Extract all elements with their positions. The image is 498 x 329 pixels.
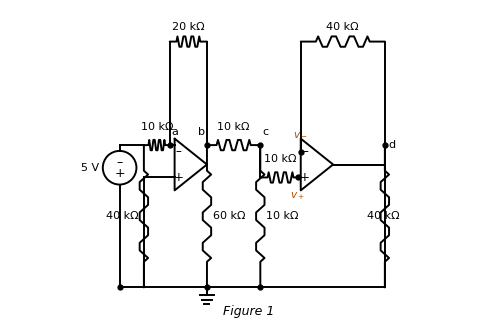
Text: +: + [174,171,184,184]
Text: d: d [389,140,396,150]
Text: +: + [115,167,125,180]
Text: –: – [176,145,182,158]
Text: 40 kΩ: 40 kΩ [327,22,359,32]
Text: +: + [300,171,310,184]
Text: 10 kΩ: 10 kΩ [140,122,173,132]
Text: 40 kΩ: 40 kΩ [367,211,400,221]
Text: 20 kΩ: 20 kΩ [172,22,205,32]
Text: 60 kΩ: 60 kΩ [213,211,246,221]
Text: 10 kΩ: 10 kΩ [264,155,297,164]
Text: $v_-$: $v_-$ [293,129,308,139]
Text: $v_+$: $v_+$ [290,190,305,202]
Text: –: – [117,156,123,169]
Text: 10 kΩ: 10 kΩ [218,122,250,132]
Text: 10 kΩ: 10 kΩ [266,211,299,221]
Text: –: – [302,145,308,158]
Text: b: b [198,127,205,137]
Text: c: c [262,127,268,137]
Text: Figure 1: Figure 1 [223,305,275,318]
Text: 40 kΩ: 40 kΩ [107,211,139,221]
Text: 5 V: 5 V [82,163,100,173]
Text: a: a [171,127,178,137]
